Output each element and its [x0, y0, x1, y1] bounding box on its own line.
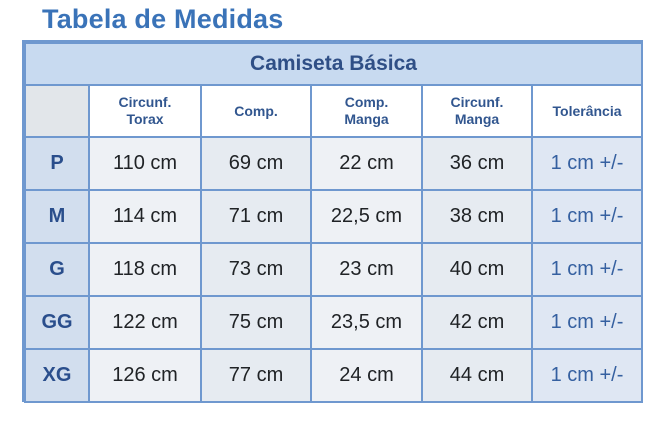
tolerancia-value: 1 cm +/-	[531, 295, 643, 350]
circ-manga-value: 36 cm	[421, 136, 533, 191]
comp-value: 71 cm	[200, 189, 312, 244]
comp-value: 69 cm	[200, 136, 312, 191]
size-label: G	[24, 242, 90, 297]
column-header-line1: Comp.	[344, 94, 389, 110]
circ-torax-value: 110 cm	[88, 136, 202, 191]
table-row: XG 126 cm 77 cm 24 cm 44 cm 1 cm +/-	[24, 348, 643, 403]
comp-manga-value: 24 cm	[310, 348, 423, 403]
size-label: GG	[24, 295, 90, 350]
table-row: G 118 cm 73 cm 23 cm 40 cm 1 cm +/-	[24, 242, 643, 297]
table-row: GG 122 cm 75 cm 23,5 cm 42 cm 1 cm +/-	[24, 295, 643, 350]
page-title: Tabela de Medidas	[42, 4, 284, 34]
table-row: M 114 cm 71 cm 22,5 cm 38 cm 1 cm +/-	[24, 189, 643, 244]
table-caption: Camiseta Básica	[24, 42, 643, 86]
column-header-circ-torax: Circunf. Torax	[88, 84, 202, 138]
size-chart-table: Camiseta Básica Circunf. Torax Comp. Com…	[22, 40, 643, 403]
column-header-line1: Circunf.	[450, 94, 504, 110]
header-corner-cell	[24, 84, 90, 138]
size-label: P	[24, 136, 90, 191]
comp-value: 73 cm	[200, 242, 312, 297]
column-header-line2: Torax	[126, 111, 164, 127]
comp-manga-value: 23 cm	[310, 242, 423, 297]
circ-manga-value: 38 cm	[421, 189, 533, 244]
tolerancia-value: 1 cm +/-	[531, 136, 643, 191]
column-header-line1: Tolerância	[552, 102, 622, 119]
tolerancia-value: 1 cm +/-	[531, 348, 643, 403]
circ-torax-value: 114 cm	[88, 189, 202, 244]
column-header-line2: Manga	[344, 111, 389, 127]
comp-value: 77 cm	[200, 348, 312, 403]
column-header-tolerancia: Tolerância	[531, 84, 643, 138]
header-row: Circunf. Torax Comp. Comp. Manga Circunf…	[24, 84, 643, 138]
comp-value: 75 cm	[200, 295, 312, 350]
circ-torax-value: 118 cm	[88, 242, 202, 297]
table-row: P 110 cm 69 cm 22 cm 36 cm 1 cm +/-	[24, 136, 643, 191]
circ-torax-value: 126 cm	[88, 348, 202, 403]
column-header-line1: Circunf.	[118, 94, 172, 110]
tolerancia-value: 1 cm +/-	[531, 189, 643, 244]
circ-manga-value: 40 cm	[421, 242, 533, 297]
comp-manga-value: 22,5 cm	[310, 189, 423, 244]
column-header-comp: Comp.	[200, 84, 312, 138]
size-label: M	[24, 189, 90, 244]
column-header-comp-manga: Comp. Manga	[310, 84, 423, 138]
comp-manga-value: 22 cm	[310, 136, 423, 191]
circ-manga-value: 44 cm	[421, 348, 533, 403]
size-label: XG	[24, 348, 90, 403]
column-header-line2: Manga	[454, 111, 500, 127]
circ-torax-value: 122 cm	[88, 295, 202, 350]
comp-manga-value: 23,5 cm	[310, 295, 423, 350]
circ-manga-value: 42 cm	[421, 295, 533, 350]
column-header-line1: Comp.	[234, 102, 278, 119]
tolerancia-value: 1 cm +/-	[531, 242, 643, 297]
column-header-circ-manga: Circunf. Manga	[421, 84, 533, 138]
